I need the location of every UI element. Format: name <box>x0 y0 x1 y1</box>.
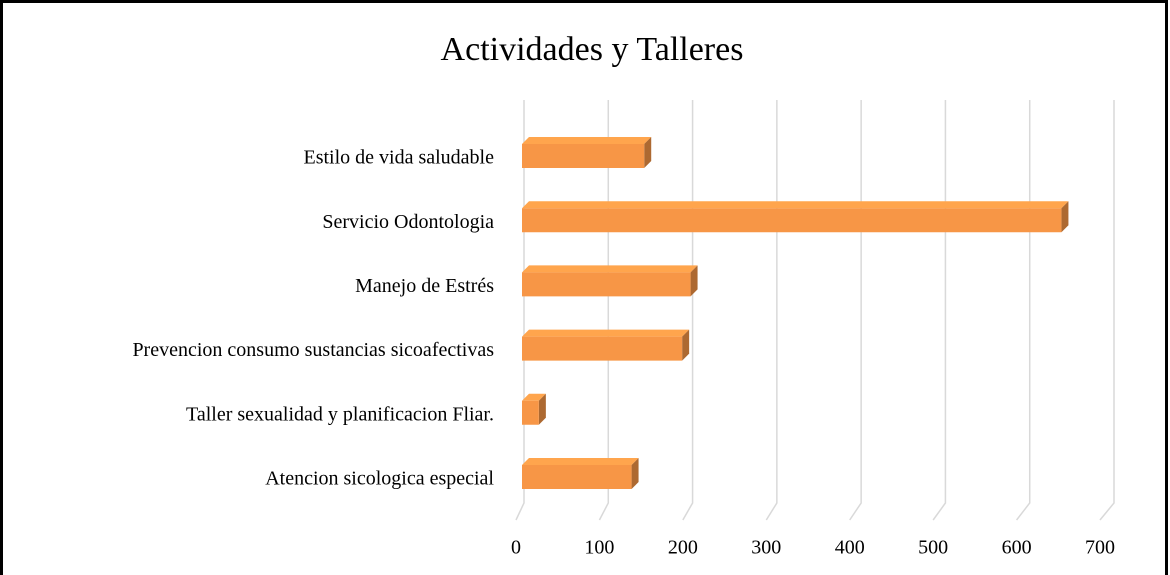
grid-line <box>598 100 610 521</box>
bar-front <box>522 336 683 361</box>
x-tick-label: 100 <box>584 537 614 559</box>
bar-side <box>644 137 652 168</box>
grid-line <box>1099 100 1115 521</box>
y-tick-label: Prevencion consumo sustancias sicoafecti… <box>132 339 494 361</box>
y-tick-label: Estilo de vida saludable <box>303 147 494 169</box>
x-tick-label: 700 <box>1085 537 1115 559</box>
y-tick-label: Atencion sicologica especial <box>265 468 494 490</box>
grid-line <box>765 100 778 521</box>
bar-top <box>522 393 546 401</box>
bar-front <box>522 272 691 297</box>
bar-side <box>682 329 690 361</box>
x-tick-label: 0 <box>511 537 521 559</box>
bar-top <box>522 458 639 465</box>
x-tick-label: 200 <box>668 537 698 559</box>
x-tick-label: 300 <box>751 537 781 559</box>
chart-title: Actividades y Talleres <box>441 31 744 68</box>
grid-line <box>932 100 947 521</box>
bar-front <box>522 208 1062 233</box>
grid-line <box>682 100 694 521</box>
y-tick-label: Servicio Odontologia <box>322 211 494 233</box>
bar <box>522 393 546 425</box>
grid-line <box>849 100 862 521</box>
grid-line <box>1015 100 1031 521</box>
grid-line <box>515 100 525 521</box>
bar-side <box>631 458 639 489</box>
bar-top <box>522 265 698 273</box>
bar-side <box>1061 201 1069 233</box>
bar-top <box>522 137 652 144</box>
bar-top <box>522 201 1069 209</box>
bar <box>522 201 1069 233</box>
bar <box>522 329 690 361</box>
y-tick-label: Manejo de Estrés <box>355 275 494 297</box>
bar-front <box>522 144 645 168</box>
bar-front <box>522 465 632 489</box>
bar-top <box>522 329 690 337</box>
x-tick-label: 400 <box>835 537 865 559</box>
x-tick-label: 500 <box>918 537 948 559</box>
bar <box>522 265 698 297</box>
bar-side <box>690 265 698 297</box>
bar <box>522 137 652 168</box>
x-tick-label: 600 <box>1002 537 1032 559</box>
y-tick-label: Taller sexualidad y planificacion Fliar. <box>186 403 494 425</box>
bar-side <box>538 393 546 425</box>
bar-front <box>522 400 539 425</box>
bar <box>522 458 639 489</box>
